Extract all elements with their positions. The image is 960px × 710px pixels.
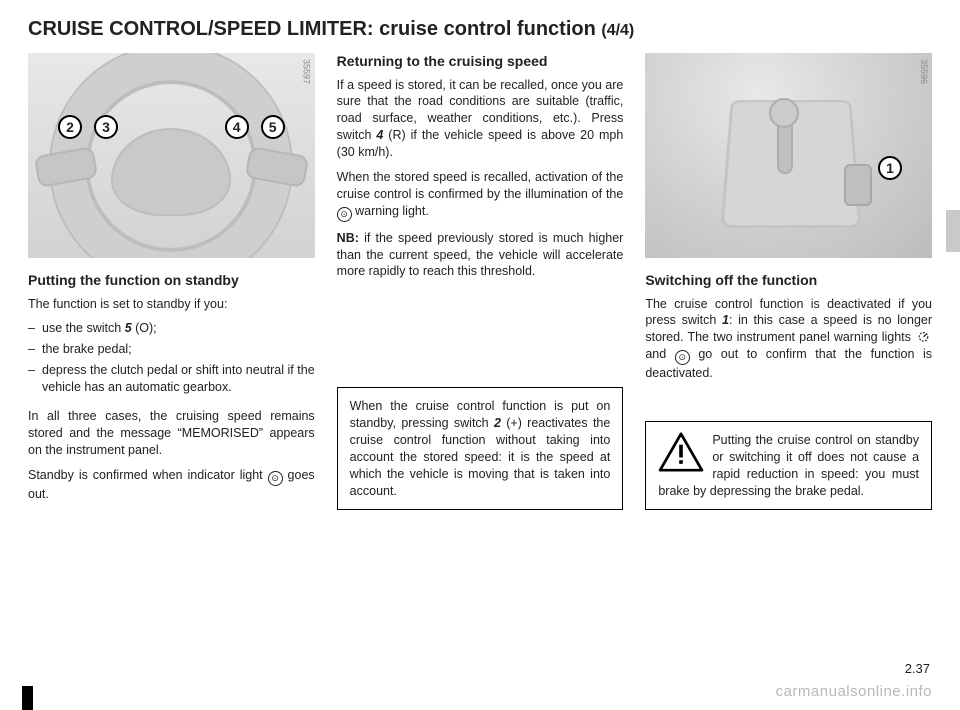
column-3: 35596 1 Switching off the function The c… (645, 53, 932, 510)
li1-b: 5 (125, 321, 132, 335)
column-1: 35597 2 3 4 5 Putting the function on st… (28, 53, 315, 510)
col2-p2b: warning light. (352, 204, 429, 218)
columns: 35597 2 3 4 5 Putting the function on st… (28, 53, 932, 510)
list-item: the brake pedal; (28, 341, 315, 358)
callout-1: 1 (878, 156, 902, 180)
col2-p3: NB: if the speed previously stored is mu… (337, 230, 624, 281)
callout-4: 4 (225, 115, 249, 139)
black-footer-tab (22, 686, 33, 710)
warning-box: Putting the cruise control on standby or… (645, 421, 932, 511)
column-2: Returning to the cruising speed If a spe… (337, 53, 624, 510)
callout-5: 5 (261, 115, 285, 139)
col1-heading: Putting the function on standby (28, 272, 315, 290)
note-b: 2 (494, 416, 501, 430)
col1-list: use the switch 5 (O); the brake pedal; d… (28, 320, 315, 400)
photo-id-2: 35596 (919, 59, 929, 84)
col2-p2: When the stored speed is recalled, acti­… (337, 169, 624, 222)
list-item: use the switch 5 (O); (28, 320, 315, 337)
title-main: CRUISE CONTROL/SPEED LIMITER: cruise con… (28, 18, 601, 40)
spacer (645, 390, 932, 403)
cruise-symbol-icon: ⊙ (337, 207, 352, 222)
title-suffix: (4/4) (601, 22, 634, 39)
edge-tab (946, 210, 960, 252)
li1-c: (O); (132, 321, 157, 335)
col2-heading: Returning to the cruising speed (337, 53, 624, 71)
col2-p3a: NB: (337, 231, 359, 245)
col2-p2a: When the stored speed is recalled, acti­… (337, 170, 624, 201)
list-item: depress the clutch pedal or shift into n… (28, 362, 315, 396)
col2-p3b: if the speed previously stored is much h… (337, 231, 624, 279)
col2-p1: If a speed is stored, it can be recalled… (337, 77, 624, 161)
watermark: carmanualsonline.info (776, 683, 932, 700)
cruise-symbol-icon: ⊙ (268, 471, 283, 486)
col3-p1d: and (645, 347, 674, 361)
spacer (337, 288, 624, 377)
col1-p1: The function is set to standby if you: (28, 296, 315, 313)
col3-p1b: 1 (722, 313, 729, 327)
console-switch (844, 164, 872, 206)
photo-id-1: 35597 (302, 59, 312, 84)
li1-a: use the switch (42, 321, 125, 335)
callout-3: 3 (94, 115, 118, 139)
col1-p3a: Standby is confirmed when indicator ligh… (28, 468, 268, 482)
col1-p3: Standby is confirmed when indicator ligh… (28, 467, 315, 503)
callout-2: 2 (58, 115, 82, 139)
standby-note-box: When the cruise control function is put … (337, 387, 624, 510)
cruise-symbol-icon: ⊙ (675, 350, 690, 365)
limiter-symbol-icon (915, 330, 932, 342)
page-title: CRUISE CONTROL/SPEED LIMITER: cruise con… (28, 18, 932, 41)
figure-center-console: 35596 1 (645, 53, 932, 258)
col1-p2: In all three cases, the cruising speed r… (28, 408, 315, 459)
warning-triangle-icon (658, 432, 704, 472)
page-number: 2.37 (905, 661, 930, 676)
col3-p1: The cruise control function is deacti­va… (645, 296, 932, 383)
figure-steering-wheel: 35597 2 3 4 5 (28, 53, 315, 258)
gear-knob (769, 98, 799, 128)
col3-heading: Switching off the function (645, 272, 932, 290)
